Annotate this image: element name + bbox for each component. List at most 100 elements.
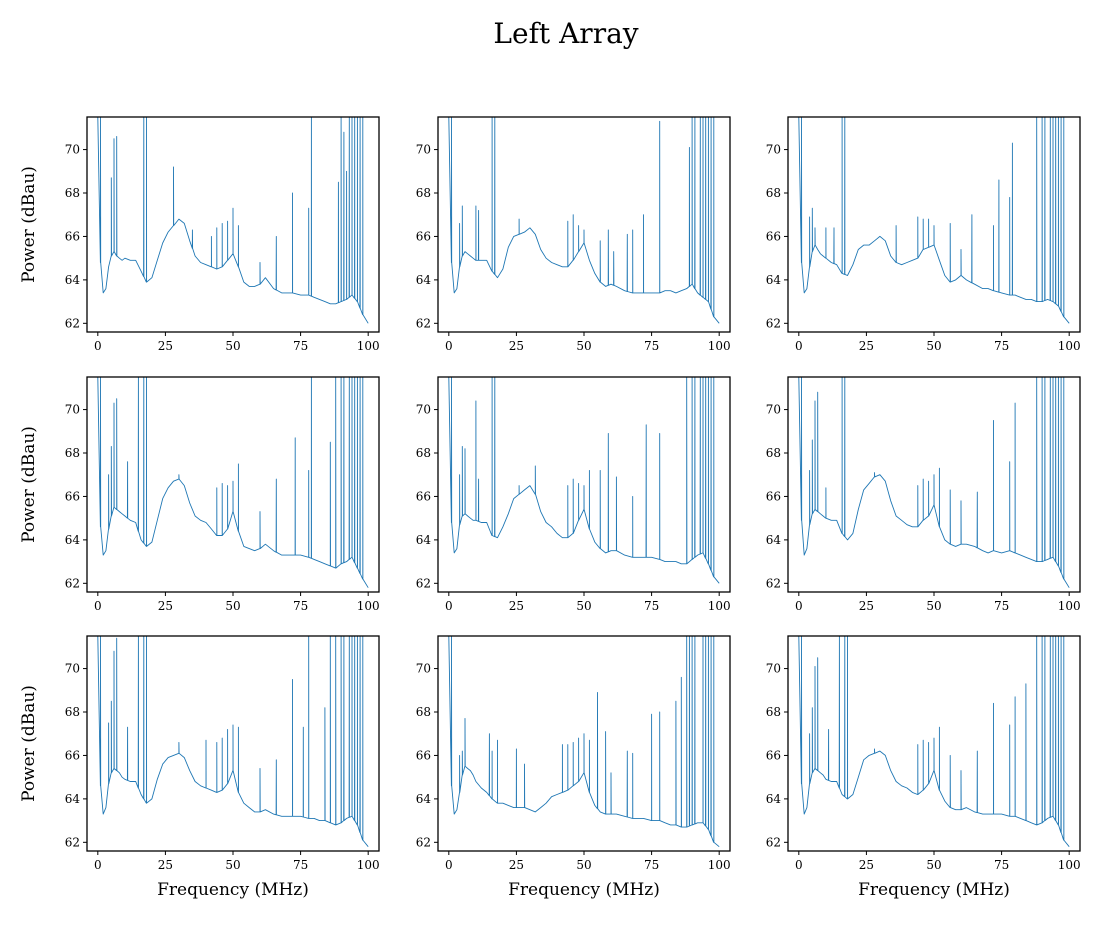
x-tick-label: 50: [926, 599, 941, 613]
x-tick-label: 0: [94, 339, 102, 353]
y-tick-label: 68: [65, 446, 80, 460]
y-tick-label: 70: [766, 662, 781, 676]
y-tick-label: 66: [766, 748, 781, 762]
x-tick-label: 100: [1058, 339, 1081, 353]
y-tick-label: 66: [416, 489, 431, 503]
x-tick-label: 100: [1058, 599, 1081, 613]
x-tick-label: 100: [357, 599, 380, 613]
x-tick-label: 25: [859, 858, 874, 872]
x-tick-label: 0: [795, 339, 803, 353]
x-tick-label: 25: [509, 339, 524, 353]
y-tick-label: 62: [416, 316, 431, 330]
y-tick-label: 62: [65, 316, 80, 330]
x-tick-label: 50: [576, 858, 591, 872]
x-tick-label: 50: [225, 858, 240, 872]
y-tick-label: 68: [416, 705, 431, 719]
y-tick-label: 70: [416, 662, 431, 676]
subplot-1-3: 0 25 50 75 100 62 64 66 68 70: [766, 116, 1081, 353]
spectrum-line: [798, 377, 1070, 588]
x-tick-label: 75: [644, 858, 659, 872]
y-tick-label: 64: [65, 792, 81, 806]
y-tick-label: 70: [766, 143, 781, 157]
x-tick-label: 50: [576, 599, 591, 613]
spectrum-line: [448, 636, 720, 848]
y-tick-label: 68: [766, 186, 781, 200]
y-tick-label: 64: [65, 273, 81, 287]
x-tick-label: 75: [644, 599, 659, 613]
x-tick-label: 0: [94, 858, 102, 872]
x-tick-label: 25: [158, 858, 173, 872]
y-tick-label: 70: [416, 403, 431, 417]
x-tick-label: 75: [293, 339, 308, 353]
x-tick-label: 25: [859, 599, 874, 613]
y-tick-label: 70: [416, 143, 431, 157]
y-tick-label: 68: [65, 705, 80, 719]
y-axis-label: Power (dBau): [19, 426, 39, 543]
x-tick-label: 100: [1058, 858, 1081, 872]
x-tick-label: 0: [445, 858, 453, 872]
y-tick-label: 62: [416, 835, 431, 849]
figure-title: Left Array: [493, 17, 638, 50]
y-tick-label: 64: [766, 792, 782, 806]
y-tick-label: 66: [766, 489, 781, 503]
y-axis-label: Power (dBau): [19, 685, 39, 802]
plot-frame: [437, 376, 731, 593]
y-tick-label: 62: [766, 835, 781, 849]
y-tick-label: 68: [416, 446, 431, 460]
x-tick-label: 50: [576, 339, 591, 353]
y-tick-label: 62: [766, 316, 781, 330]
spectrum-line: [448, 377, 720, 584]
subplot-grid: 0 25 50 75 100 62 64 66 68 70 Power (dBau) 0 25 50 75 1…: [19, 116, 1081, 900]
y-tick-label: 62: [65, 576, 80, 590]
subplot-2-1: 0 25 50 75 100 62 64 66 68 70 Power (dBau): [19, 376, 380, 613]
y-tick-label: 70: [65, 403, 80, 417]
y-axis-label: Power (dBau): [19, 166, 39, 283]
subplot-3-1: 0 25 50 75 100 62 64 66 68 70 Power (dBau) Frequenc…: [19, 635, 380, 900]
subplot-1-2: 0 25 50 75 100 62 64 66 68 70: [416, 116, 731, 353]
y-tick-label: 70: [65, 662, 80, 676]
x-tick-label: 25: [509, 599, 524, 613]
x-tick-label: 0: [795, 599, 803, 613]
x-tick-label: 75: [293, 858, 308, 872]
x-tick-label: 25: [158, 599, 173, 613]
spectrum-line: [97, 636, 369, 847]
x-tick-label: 100: [708, 599, 731, 613]
y-tick-label: 66: [766, 229, 781, 243]
y-tick-label: 64: [766, 533, 782, 547]
y-tick-label: 64: [416, 792, 432, 806]
x-tick-label: 25: [859, 339, 874, 353]
plot-frame: [437, 116, 731, 333]
subplot-2-3: 0 25 50 75 100 62 64 66 68 70: [766, 376, 1081, 613]
spectrum-line: [448, 117, 720, 324]
subplot-3-3: 0 25 50 75 100 62 64 66 68 70 Frequency (MHz): [766, 635, 1081, 900]
plot-frame: [787, 116, 1081, 333]
y-tick-label: 64: [416, 533, 432, 547]
x-tick-label: 0: [795, 858, 803, 872]
y-tick-label: 70: [65, 143, 80, 157]
x-tick-label: 50: [225, 599, 240, 613]
y-tick-label: 62: [766, 576, 781, 590]
y-tick-label: 62: [65, 835, 80, 849]
x-tick-label: 100: [708, 858, 731, 872]
spectrum-line: [798, 117, 1070, 324]
x-tick-label: 100: [708, 339, 731, 353]
x-axis-label: Frequency (MHz): [157, 880, 309, 900]
y-tick-label: 66: [65, 748, 80, 762]
x-tick-label: 0: [445, 599, 453, 613]
x-axis-label: Frequency (MHz): [858, 880, 1010, 900]
x-tick-label: 100: [357, 858, 380, 872]
x-tick-label: 75: [644, 339, 659, 353]
y-tick-label: 66: [416, 748, 431, 762]
x-tick-label: 75: [994, 339, 1009, 353]
subplot-3-2: 0 25 50 75 100 62 64 66 68 70 Frequency (MHz): [416, 635, 731, 900]
x-axis-label: Frequency (MHz): [508, 880, 660, 900]
x-tick-label: 100: [357, 339, 380, 353]
y-tick-label: 64: [766, 273, 782, 287]
spectrum-line: [97, 377, 369, 588]
x-tick-label: 75: [994, 858, 1009, 872]
y-tick-label: 66: [65, 489, 80, 503]
y-tick-label: 68: [766, 705, 781, 719]
subplot-2-2: 0 25 50 75 100 62 64 66 68 70: [416, 376, 731, 613]
x-tick-label: 0: [94, 599, 102, 613]
